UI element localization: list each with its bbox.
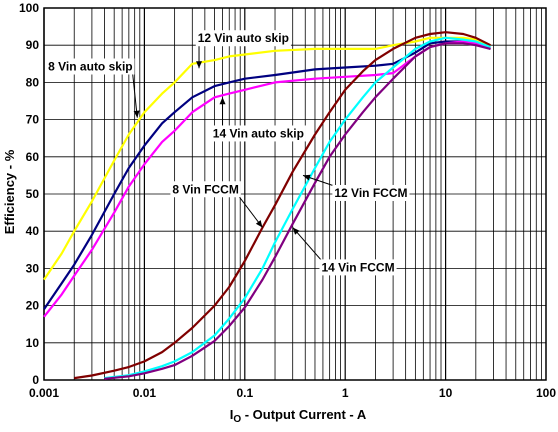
series-line-8-vin-auto-skip: [43, 36, 491, 281]
x-tick-label: 0.001: [29, 386, 59, 400]
x-tick-label: 1: [342, 386, 349, 400]
annotation-arrowhead: [303, 174, 311, 181]
annotation-label: 12 Vin FCCM: [334, 186, 407, 200]
annotation-label: 14 Vin FCCM: [321, 260, 394, 274]
y-tick-label: 40: [26, 224, 40, 238]
annotation-label: 8 Vin FCCM: [172, 182, 238, 196]
annotation-label-background: [46, 58, 135, 75]
y-tick-label: 20: [26, 299, 40, 313]
annotation-label-background: [319, 259, 397, 276]
plot-frame: [43, 7, 547, 381]
y-tick-label: 70: [26, 113, 40, 127]
annotation-leader: [292, 227, 322, 261]
series-line-14-vin-fccm: [104, 42, 491, 380]
x-tick-label: 100: [536, 386, 556, 400]
y-tick-label: 0: [32, 373, 39, 387]
annotation-arrowhead: [133, 110, 140, 118]
annotation-label-background: [170, 181, 241, 198]
y-tick-label: 60: [26, 150, 40, 164]
tick-labels: 0.001 0.01 0.1 1 10 100 0 10 20 30 40 50 60 70 80 90 100: [19, 1, 556, 400]
annotation-arrowhead: [196, 61, 203, 69]
annotation-label: 14 Vin auto skip: [213, 126, 304, 140]
x-axis-title-subscript: O: [233, 414, 241, 425]
x-axis-title-main: I: [230, 407, 234, 422]
y-tick-label: 80: [26, 75, 40, 89]
series-line-12-vin-auto-skip: [43, 40, 491, 310]
annotation-leaders: [132, 45, 335, 261]
x-axis-title-rest: - Output Current - A: [241, 407, 367, 422]
x-tick-label: 0.1: [236, 386, 253, 400]
y-tick-label: 90: [26, 38, 40, 52]
annotation-arrowhead: [219, 97, 226, 105]
y-tick-label: 50: [26, 187, 40, 201]
y-tick-label: 30: [26, 261, 40, 275]
series-line-12-vin-fccm: [104, 36, 491, 380]
annotation-arrowhead: [292, 227, 300, 235]
annotation-label-background: [332, 184, 410, 201]
annotation-label-background: [195, 30, 291, 47]
annotation-leader: [132, 73, 138, 118]
y-tick-label: 100: [19, 1, 39, 15]
series-lines: [43, 31, 491, 380]
annotation-label-background: [210, 125, 306, 142]
y-axis-title: Efficiency - %: [2, 149, 17, 234]
annotation-labels: 12 Vin auto skip 8 Vin auto skip 14 Vin au…: [46, 30, 410, 276]
x-tick-label: 0.01: [133, 386, 157, 400]
x-axis-title: IO - Output Current - A: [230, 407, 367, 425]
series-line-8-vin-fccm: [74, 31, 491, 380]
annotation-label: 12 Vin auto skip: [198, 31, 289, 45]
y-tick-label: 10: [26, 336, 40, 350]
annotation-label: 8 Vin auto skip: [48, 59, 132, 73]
annotation-arrowhead: [255, 220, 263, 228]
x-tick-label: 10: [439, 386, 453, 400]
